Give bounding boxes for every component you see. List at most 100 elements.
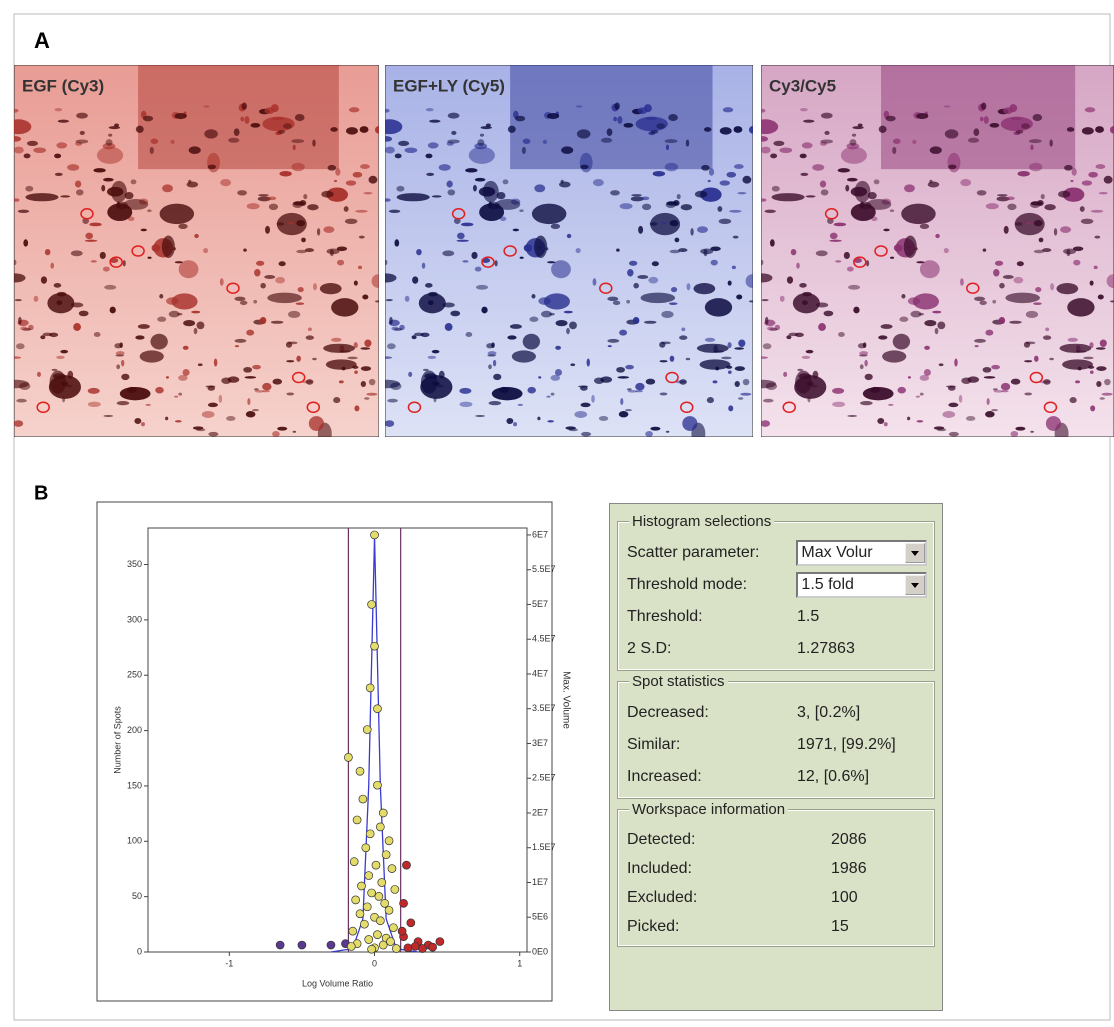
gel-spot xyxy=(993,388,998,390)
gel-spot xyxy=(298,287,304,292)
gel-spot xyxy=(738,397,743,400)
scatter-point xyxy=(376,917,384,925)
gel-spot xyxy=(738,339,745,346)
gel-spot xyxy=(866,199,891,210)
gel-spot xyxy=(534,236,547,258)
gel-spot xyxy=(208,432,218,437)
gel-spot xyxy=(1041,194,1045,199)
gel-spot xyxy=(705,298,732,316)
gel-spot xyxy=(959,395,962,403)
gel-spot xyxy=(432,195,442,197)
gel-spot xyxy=(877,418,884,424)
gel-spot xyxy=(520,257,524,259)
gel-spot xyxy=(735,381,740,387)
gel-spot xyxy=(637,275,648,279)
gel-spot xyxy=(770,239,775,246)
gel-spot xyxy=(1044,204,1055,210)
gel-spot xyxy=(717,206,722,212)
gel-spot xyxy=(701,165,710,171)
gel-spot xyxy=(425,283,433,288)
gel-spot xyxy=(106,139,113,146)
gel-spot xyxy=(301,238,306,243)
gel-spot xyxy=(523,139,531,144)
gel-spot xyxy=(757,136,768,142)
gel-spot xyxy=(1050,283,1054,290)
gel-spot xyxy=(53,373,66,379)
gel-spot xyxy=(795,333,804,337)
settings-row: Threshold mode:1.5 fold xyxy=(627,569,927,601)
x-tick-label: 1 xyxy=(517,958,522,968)
gel-spot xyxy=(1102,393,1113,396)
gel-spot xyxy=(803,120,814,123)
gel-spot xyxy=(743,379,750,385)
gel-spot xyxy=(812,164,824,171)
gel-spot xyxy=(459,402,472,407)
gel-spot xyxy=(349,107,360,112)
gel-spot xyxy=(937,428,946,431)
settings-row: Picked:15 xyxy=(627,912,927,941)
gel-spot xyxy=(306,335,314,339)
scatter-point xyxy=(360,920,368,928)
gel-spot xyxy=(981,103,986,110)
gel-spot xyxy=(800,154,807,159)
gel-spot xyxy=(60,350,68,353)
gel-spot xyxy=(1034,250,1045,254)
gel-spot xyxy=(41,276,47,283)
panel-label: A xyxy=(34,28,50,53)
gel-spot xyxy=(760,109,766,113)
gel-spot xyxy=(820,139,833,143)
gel-spot xyxy=(358,266,362,270)
gel-spot xyxy=(389,210,400,213)
gel-spot xyxy=(646,379,655,385)
gel-spot xyxy=(802,356,810,359)
gel-spot xyxy=(34,296,39,302)
gel-spot xyxy=(296,356,301,362)
gel-spot xyxy=(189,146,201,153)
scatter-point xyxy=(371,642,379,650)
gel-spot xyxy=(1033,302,1042,305)
gel-spot xyxy=(121,374,129,380)
gel-spot xyxy=(527,387,535,394)
gel-spot xyxy=(100,252,106,259)
row-label: Threshold mode: xyxy=(627,576,796,594)
gel-spot xyxy=(721,357,731,360)
gel-spot xyxy=(616,249,620,252)
dropdown[interactable]: 1.5 fold xyxy=(796,572,927,598)
gel-spot xyxy=(729,210,742,213)
gel-spot xyxy=(175,261,183,263)
gel-spot xyxy=(737,192,746,194)
gel-spot xyxy=(687,283,691,290)
gel-spot xyxy=(942,411,955,418)
gel-spot xyxy=(766,383,777,390)
gel-spot xyxy=(796,263,800,269)
dropdown-button[interactable] xyxy=(905,575,925,595)
gel-spot xyxy=(720,180,730,185)
dropdown[interactable]: Max Volur xyxy=(796,540,927,566)
row-value: 3, [0.2%] xyxy=(797,704,860,722)
gel-spot xyxy=(97,147,123,164)
gel-spot xyxy=(360,126,369,133)
gel-spot xyxy=(89,223,101,227)
dropdown-button[interactable] xyxy=(905,543,925,563)
gel-spot xyxy=(363,192,372,194)
gel-spot xyxy=(331,298,358,316)
gel-spot xyxy=(627,388,632,390)
gel-spot xyxy=(1015,427,1025,431)
gel-spot xyxy=(681,327,685,331)
gel-spot xyxy=(140,350,164,362)
gel-spot xyxy=(45,249,51,255)
settings-row: Threshold:1.5 xyxy=(627,601,927,633)
gel-spot xyxy=(686,139,689,146)
gel-spot xyxy=(704,127,711,132)
gel-spot xyxy=(131,179,137,184)
y2-tick-label: 3E7 xyxy=(532,738,548,748)
gel-spot xyxy=(47,293,74,313)
gel-spot xyxy=(650,427,660,431)
gel-spot xyxy=(369,176,378,184)
gel-spot xyxy=(633,283,639,289)
gel-spot xyxy=(886,116,896,122)
y-tick-label: 350 xyxy=(127,559,142,569)
gel-spot xyxy=(1083,357,1093,360)
gel-spot xyxy=(954,359,957,367)
